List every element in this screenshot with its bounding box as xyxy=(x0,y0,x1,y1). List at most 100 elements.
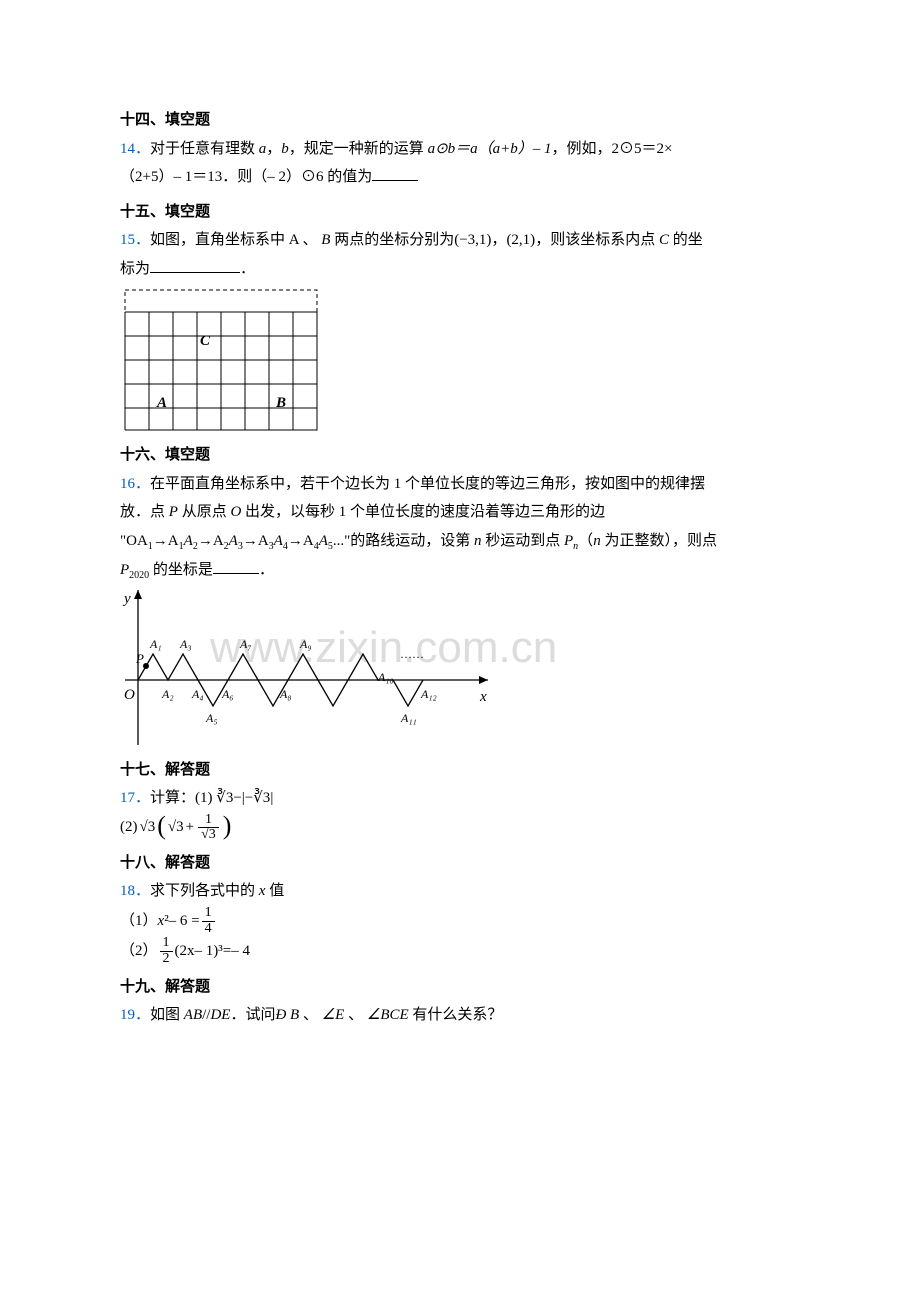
q17-frac-den: √3 xyxy=(198,828,219,843)
q16-t8: （ xyxy=(578,533,593,549)
q15-comma: ， xyxy=(491,232,506,248)
q18-p1: （1） x²– 6 = 1 4 xyxy=(120,906,800,936)
q15-label-C: C xyxy=(200,327,210,356)
q16-A6l: A₆ xyxy=(222,683,234,706)
q18-p2label: （2） xyxy=(120,937,158,966)
q15-coordsB: (2,1) xyxy=(506,232,535,248)
q18-frac2: 1 2 xyxy=(160,936,173,966)
q15-label-A: A xyxy=(157,389,167,418)
q16-line1: 16．在平面直角坐标系中，若干个边长为 1 个单位长度的等边三角形，按如图中的规… xyxy=(120,470,800,499)
q16-A3: A xyxy=(274,533,283,549)
q14-t1a: 对于任意有理数 xyxy=(150,141,259,157)
q18-eq1x: x xyxy=(158,907,165,936)
q19-number: 19． xyxy=(120,1007,150,1023)
q14-line2: （2+5）– 1＝13．则（– 2）⊙6 的值为 xyxy=(120,163,800,192)
q19-t3: 有什么关系？ xyxy=(409,1007,503,1023)
q18-t1: 求下列各式中的 xyxy=(150,883,259,899)
q16-t4: 出发，以每秒 1 个单位长度的速度沿着等边三角形的边 xyxy=(241,504,605,520)
section-14-heading: 十四、填空题 xyxy=(120,106,800,135)
q19-line1: 19．如图 AB//DE．试问Ð B 、 ∠E 、 ∠BCE 有什么关系？ xyxy=(120,1001,800,1030)
q17-number: 17． xyxy=(120,790,150,806)
q18-line1: 18．求下列各式中的 x 值 xyxy=(120,877,800,906)
q19-angleBCE: ∠BCE xyxy=(367,1007,409,1023)
q15-line1: 15．如图，直角坐标系中 A 、 B 两点的坐标分别为(−3,1)，(2,1)，… xyxy=(120,226,800,255)
q16-A1l: A₁ xyxy=(150,633,162,656)
q19-DE: DE xyxy=(210,1007,230,1023)
q17-frac-num: 1 xyxy=(198,813,219,829)
section-19-heading: 十九、解答题 xyxy=(120,973,800,1002)
q16-n2: n xyxy=(593,533,601,549)
q16-ylabel: y xyxy=(124,585,131,614)
q16-A7l: A₇ xyxy=(240,633,252,656)
q16-A1: A xyxy=(184,533,193,549)
q19-angleB: Ð B xyxy=(275,1007,299,1023)
q17-sqrt3a: √3 xyxy=(140,813,156,842)
q16-t3: 从原点 xyxy=(178,504,231,520)
q16-number: 16． xyxy=(120,476,150,492)
q16-t9: 为正整数），则点 xyxy=(601,533,717,549)
q17-line1: 17．计算：(1) ∛3−|−∛3| xyxy=(120,784,800,813)
section-15-heading: 十五、填空题 xyxy=(120,198,800,227)
q19-AB: AB xyxy=(184,1007,202,1023)
q16-ar4: →A xyxy=(288,533,314,549)
q16-Plabel: P xyxy=(136,647,144,672)
q16-Olabel: O xyxy=(124,681,135,710)
q19-sep1: 、 xyxy=(299,1007,322,1023)
q15-t3: ，则该坐标系内点 xyxy=(535,232,659,248)
q16-dots: …… xyxy=(400,643,424,666)
q16-A2: A xyxy=(229,533,238,549)
q16-A2l: A₂ xyxy=(162,683,174,706)
q16-A10l: A₁₀ xyxy=(378,666,394,689)
q18-frac1: 1 4 xyxy=(202,906,215,936)
q15-line2: 标为 ． xyxy=(120,255,800,284)
q17-frac: 1 √3 xyxy=(198,813,219,843)
q14-expr2: 2⊙5＝2× xyxy=(612,141,673,157)
q16-figure: y x O P A₁ A₂ A₃ A₄ A₅ A₆ A₇ A₈ A₉ A₁₀ A… xyxy=(120,585,500,750)
q16-line2: 放．点 P 从原点 O 出发，以每秒 1 个单位长度的速度沿着等边三角形的边 xyxy=(120,498,800,527)
q14-blank xyxy=(372,165,418,181)
q16-t1: 在平面直角坐标系中，若干个边长为 1 个单位长度的等边三角形，按如图中的规律摆 xyxy=(150,476,705,492)
q16-line4: P2020 的坐标是． xyxy=(120,556,800,585)
q17-t1: 计算：(1) xyxy=(150,790,216,806)
q15-t5: 标为 xyxy=(120,261,150,277)
q16-A11l: A₁₁ xyxy=(401,707,417,730)
q16-A12l: A₁₂ xyxy=(421,683,437,706)
q17-rparen: ) xyxy=(223,813,232,839)
q18-p1label: （1） xyxy=(120,907,158,936)
q17-p2: (2) xyxy=(120,813,138,842)
q16-A4: A xyxy=(319,533,328,549)
q15-label-B: B xyxy=(276,389,286,418)
q18-f1n: 1 xyxy=(202,906,215,922)
q16-t7: 秒运动到点 xyxy=(481,533,564,549)
q15-grid-svg xyxy=(120,285,330,435)
q16-t5: "OA xyxy=(120,533,148,549)
q18-f2d: 2 xyxy=(160,952,173,967)
q16-period: ． xyxy=(259,562,274,578)
q18-t2: 值 xyxy=(265,883,284,899)
q16-A3l: A₃ xyxy=(180,633,192,656)
q16-A9l: A₉ xyxy=(300,633,312,656)
q14-t1c: ，例如， xyxy=(552,141,612,157)
q16-P2020: P xyxy=(120,562,129,578)
q16-t10: 的坐标是 xyxy=(149,562,213,578)
q15-t4: 的坐 xyxy=(669,232,703,248)
q15-period: ． xyxy=(240,261,255,277)
q14-t1b: ，规定一种新的运算 xyxy=(289,141,428,157)
section-17-heading: 十七、解答题 xyxy=(120,756,800,785)
q16-ar2: →A xyxy=(198,533,224,549)
q17-sqrt3b: √3 xyxy=(168,813,184,842)
q16-A5l: A₅ xyxy=(206,707,218,730)
q18-f1d: 4 xyxy=(202,922,215,937)
q16-ar3: →A xyxy=(243,533,269,549)
q14-var-b: b xyxy=(281,141,289,157)
q18-eq2: (2x– 1)³=– 4 xyxy=(175,937,250,966)
q16-t6: ..."的路线运动，设第 xyxy=(333,533,474,549)
q18-f2n: 1 xyxy=(160,936,173,952)
q19-t1: 如图 xyxy=(150,1007,184,1023)
q18-p2: （2） 1 2 (2x– 1)³=– 4 xyxy=(120,936,800,966)
q17-end: | xyxy=(270,790,273,806)
q15-t2: 两点的坐标分别为 xyxy=(330,232,454,248)
q19-angleE: ∠E xyxy=(322,1007,345,1023)
q15-number: 15． xyxy=(120,232,150,248)
q16-t2: 放．点 xyxy=(120,504,169,520)
